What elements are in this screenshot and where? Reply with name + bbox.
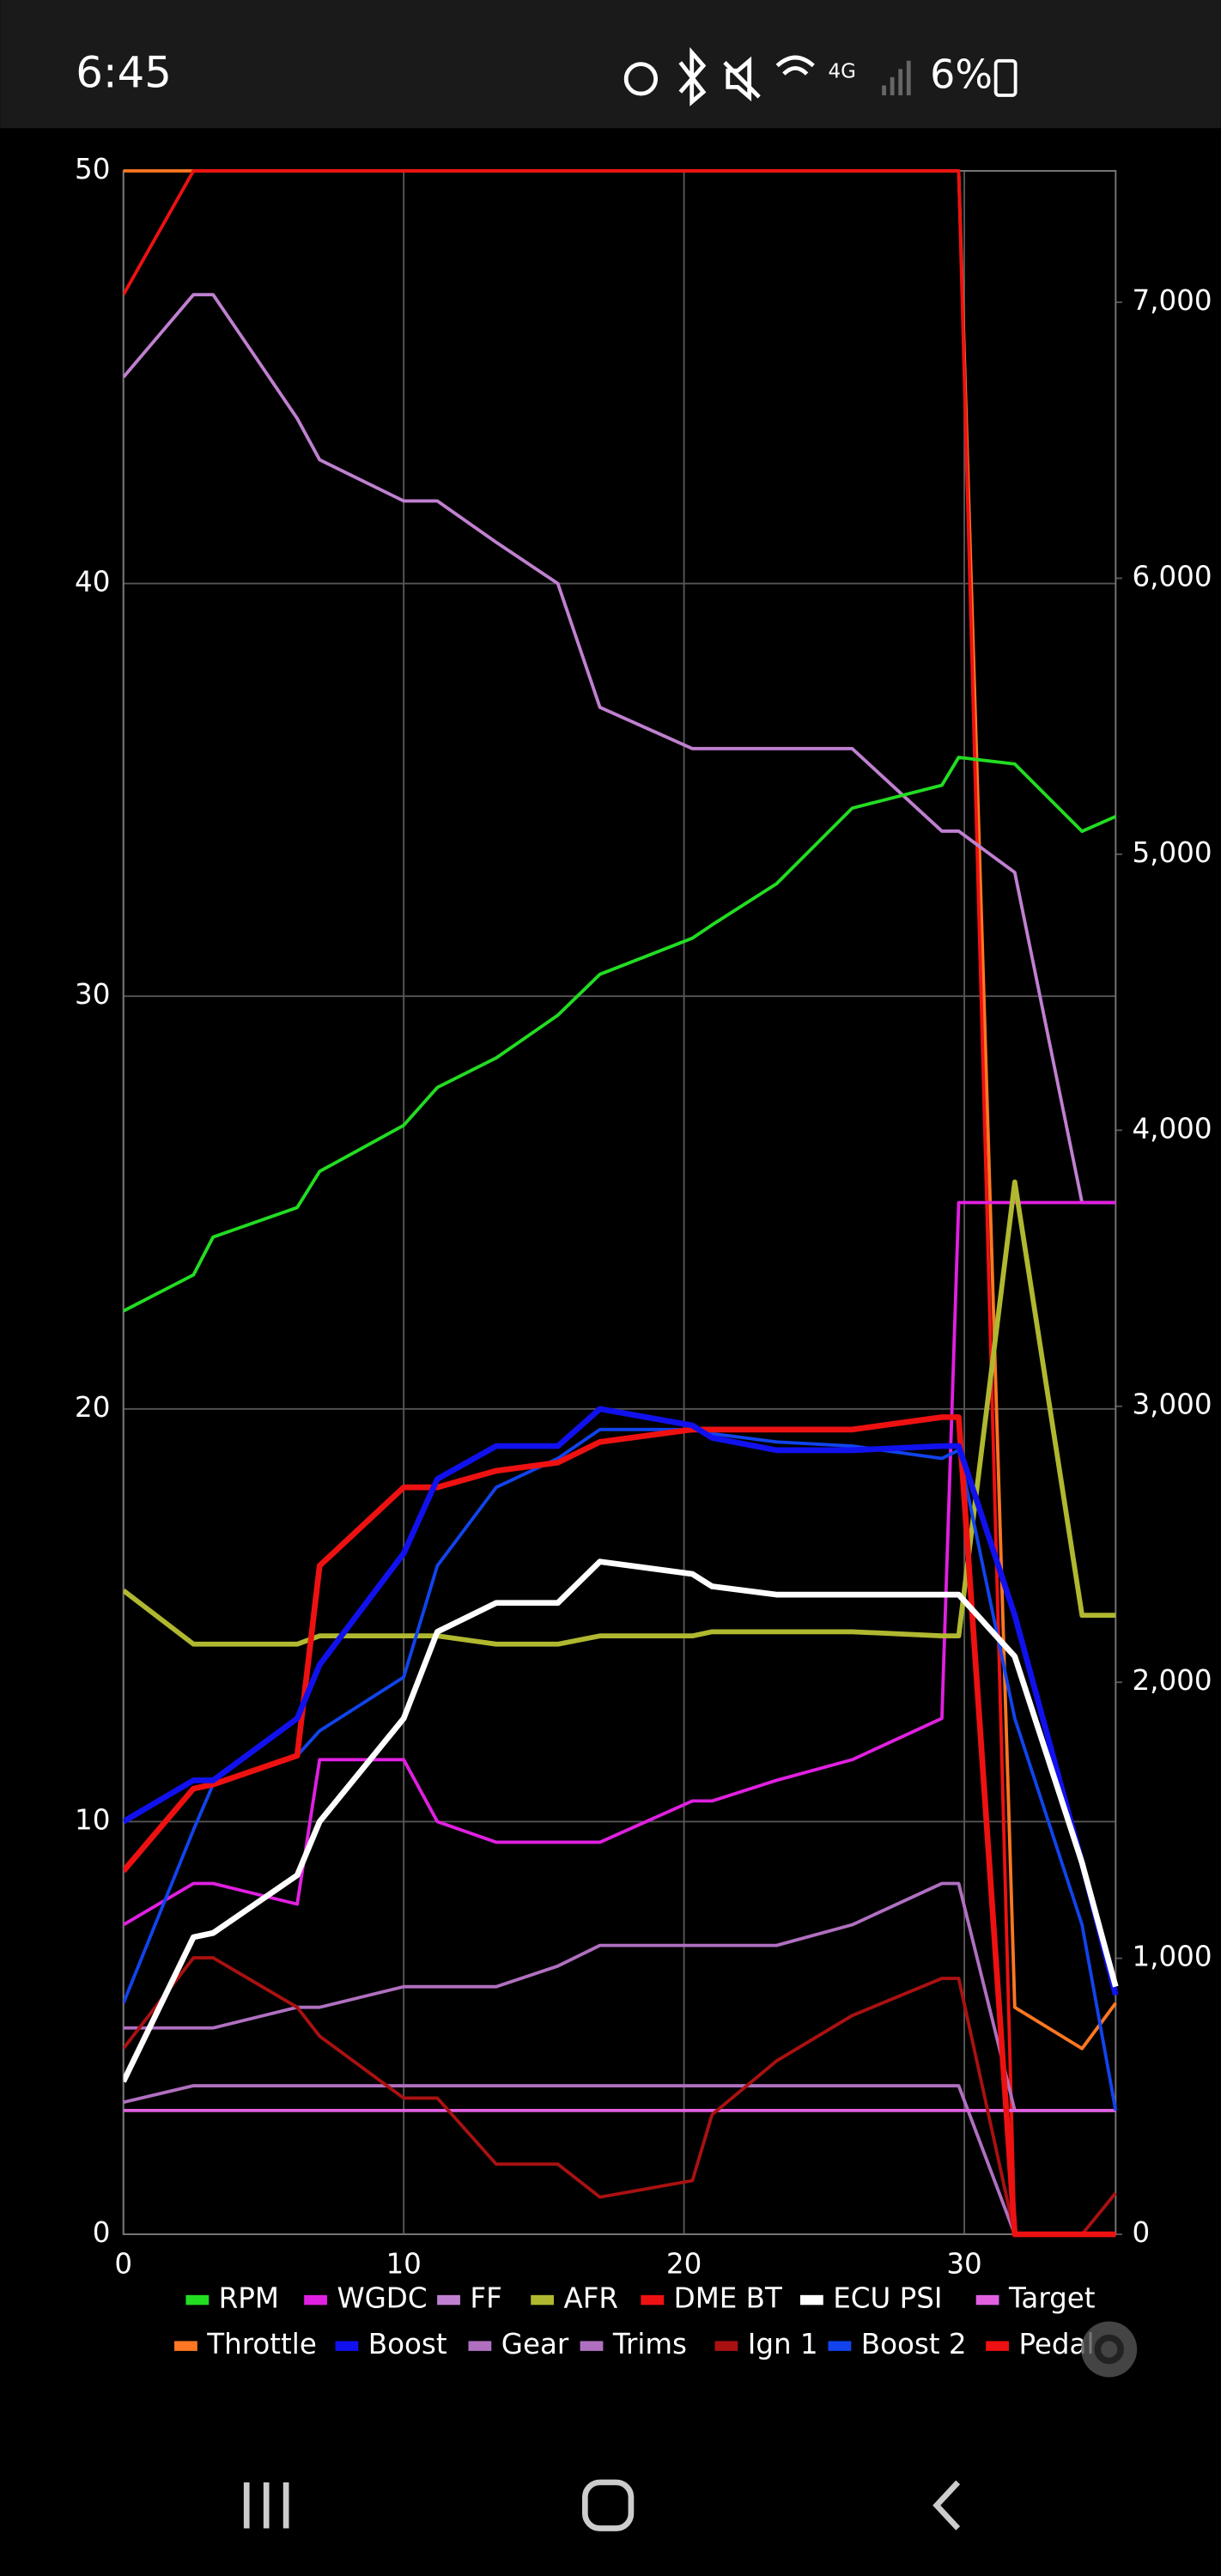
legend-swatch [975,2294,999,2306]
series-line [123,1414,1116,2238]
x-tick-label: 10 [386,2247,421,2280]
y2-tick-label: 7,000 [1132,284,1212,317]
y2-tick-label: 4,000 [1132,1112,1212,1145]
legend-label: Gear [501,2328,569,2360]
legend-swatch [437,2294,460,2306]
legend-label: DME BT [674,2282,782,2315]
legend-label: Target [1008,2282,1096,2315]
legend-label: Ign 1 [748,2328,818,2360]
legend-swatch [531,2294,554,2306]
series-line [123,756,1117,1313]
y-tick-label: 50 [75,153,110,185]
legend-label: WGDC [337,2282,427,2315]
y2-tick-label: 1,000 [1132,1941,1212,1973]
series-line [123,2084,1116,2236]
plot-area [123,169,1119,2238]
series-line [123,1881,1116,2112]
legend-swatch [468,2341,492,2351]
series-line [123,1558,1119,2083]
legend-swatch [986,2341,1009,2351]
legend-swatch [714,2341,738,2351]
y2-tick-label: 5,000 [1132,836,1212,869]
legend-swatch [185,2294,210,2306]
nav-bar [0,2415,1221,2576]
series-line [123,169,1116,2236]
x-tick-label: 0 [114,2247,132,2280]
x-tick-label: 20 [666,2247,702,2280]
battery-icon [993,58,1017,97]
status-bar [0,0,1221,129]
y2-tick-label: 0 [1132,2216,1150,2249]
battery-text: 6% [930,51,993,97]
legend-swatch [304,2294,327,2306]
legend-label: Throttle [206,2328,317,2360]
y-tick-label: 20 [75,1391,110,1424]
legend-label: Trims [612,2328,687,2360]
x-tick-label: 30 [946,2247,981,2280]
series-line [123,293,1116,1205]
status-icons: 4G [623,46,911,106]
y-tick-label: 40 [75,566,110,598]
settings-button[interactable] [1081,2321,1138,2378]
legend-label: Boost [368,2328,447,2360]
nav-buttons[interactable] [243,2479,961,2531]
legend-label: FF [470,2282,501,2315]
series-line [123,1179,1116,1647]
legend-label: RPM [219,2282,279,2315]
svg-text:4G: 4G [829,61,856,83]
legend-label: AFR [563,2282,618,2315]
y2-tick-label: 3,000 [1132,1388,1212,1421]
legend-swatch [335,2341,359,2351]
legend-swatch [799,2294,823,2306]
y-tick-label: 0 [93,2216,111,2249]
legend-swatch [580,2341,604,2351]
y2-tick-label: 6,000 [1132,560,1212,592]
series-line [123,1406,1119,1996]
y-tick-label: 10 [75,1803,110,1836]
clock: 6:45 [76,48,172,98]
series-line [123,1956,1117,2236]
y2-tick-label: 2,000 [1132,1664,1212,1697]
legend-label: Boost 2 [861,2328,967,2360]
legend-swatch [174,2341,197,2351]
legend-swatch [641,2294,665,2306]
legend-label: ECU PSI [833,2282,942,2315]
series-line [123,1200,1116,1927]
y-tick-label: 30 [75,978,110,1011]
legend-swatch [828,2341,852,2351]
